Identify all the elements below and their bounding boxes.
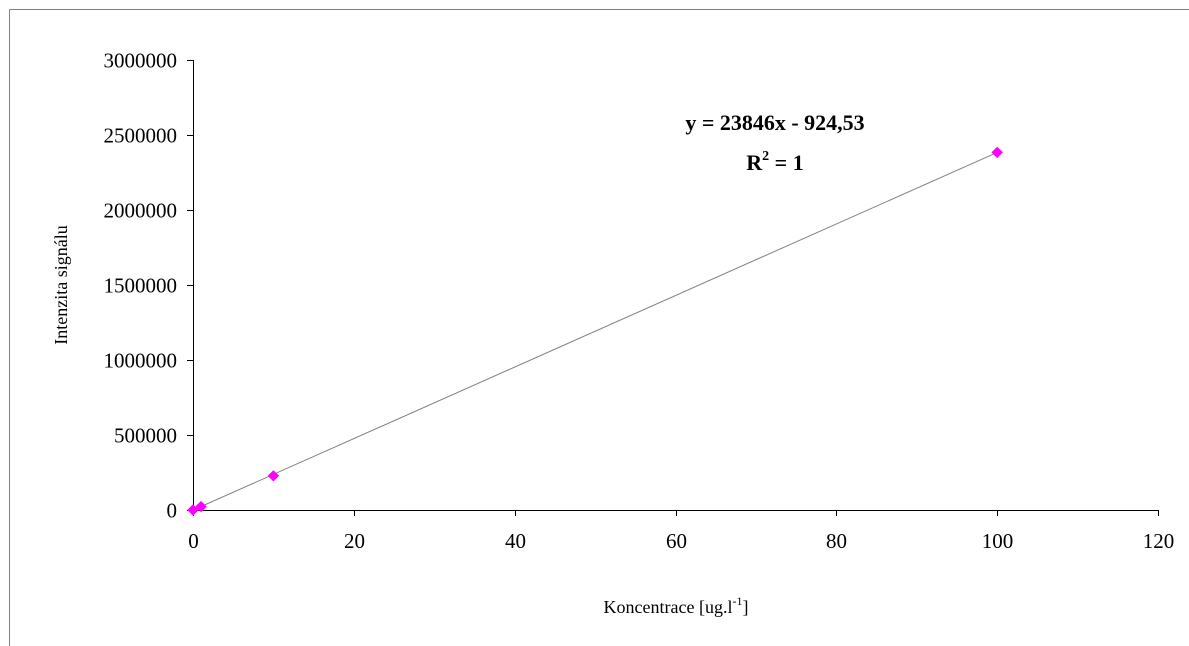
y-tick-label: 3000000: [104, 49, 178, 73]
r-squared-base: R: [746, 150, 763, 175]
y-tick-label: 0: [167, 499, 178, 523]
data-point: [195, 500, 207, 513]
y-tick-label: 2500000: [104, 124, 178, 148]
data-points: [187, 146, 1003, 516]
y-tick-label: 2000000: [104, 199, 178, 223]
r-squared-sup: 2: [762, 149, 769, 164]
y-tick-label: 1500000: [104, 274, 178, 298]
x-tick-label: 100: [982, 529, 1014, 553]
x-tick-label: 80: [826, 529, 847, 553]
trendline: [192, 151, 998, 511]
x-axis-title-main: Koncentrace [ug.l: [604, 597, 733, 617]
r-squared-label: R2 = 1: [746, 149, 803, 175]
x-tick-label: 60: [666, 529, 687, 553]
x-tick-label: 40: [505, 529, 526, 553]
data-point: [187, 504, 199, 516]
y-tick-label: 500000: [114, 424, 177, 448]
x-tick-label: 120: [1143, 529, 1175, 553]
data-point: [991, 146, 1003, 159]
r-squared-value: = 1: [769, 150, 804, 175]
trendline-equation: y = 23846x - 924,53: [685, 110, 864, 135]
x-axis-title-sup: -1: [732, 594, 742, 608]
y-axis-title: Intenzita signálu: [51, 225, 71, 344]
y-tick-label: 1000000: [104, 349, 178, 373]
data-point: [267, 470, 280, 482]
x-axis-ticks: 0 20 40 60 80 100 120: [188, 510, 1174, 553]
x-axis-title-suffix: ]: [742, 597, 748, 617]
x-tick-label: 0: [188, 529, 199, 553]
x-axis-title: Koncentrace [ug.l-1]: [604, 594, 749, 617]
x-tick-label: 20: [344, 529, 365, 553]
y-axis-ticks: 0 500000 1000000 1500000 2000000 2500000 30000…: [104, 49, 193, 523]
